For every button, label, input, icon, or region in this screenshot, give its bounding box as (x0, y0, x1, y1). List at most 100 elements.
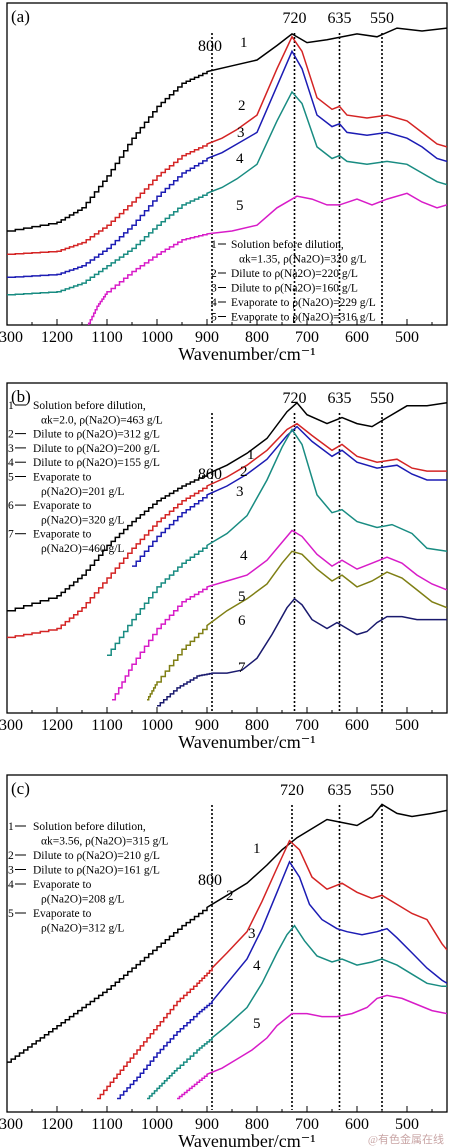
x-tick-label: 800 (245, 717, 269, 734)
x-tick-label: 1000 (141, 1116, 173, 1133)
plot-frame (6, 774, 448, 1113)
legend-entry: Solution before dilution, (231, 239, 344, 251)
x-tick-label: 900 (195, 1116, 219, 1133)
legend-entry: Dilute to ρ(Na2O)=210 g/L (33, 850, 160, 862)
legend-entry: Evaporate to (33, 908, 92, 920)
peak-label-635: 635 (328, 390, 352, 407)
curve-label-3: 3 (236, 484, 244, 500)
legend-number: 7 (8, 529, 14, 541)
x-tick-label: 1100 (91, 329, 122, 346)
legend: 1 Solution before dilution, αk=1.35, ρ(Na2… (211, 239, 376, 324)
series-line-3 (117, 860, 447, 1100)
chart-panel-2: (b) 1300 1200 1100 1000 900 800 700 600 500 Wavenu… (0, 382, 448, 752)
series-line-3 (132, 425, 447, 567)
legend-number: 1 (8, 400, 14, 412)
panel-label: (b) (11, 387, 31, 406)
peak-label-550: 550 (370, 782, 394, 799)
legend-entry: ρ(Na2O)=320 g/L (41, 514, 124, 526)
curve-label-5: 5 (238, 589, 246, 605)
series-line-5 (87, 192, 447, 325)
x-tick-label: 1300 (0, 717, 23, 734)
x-tick-label: 700 (295, 717, 319, 734)
x-axis-label: Wavenumber/cm⁻¹ (178, 344, 315, 364)
legend-entry: Evaporate to ρ(Na2O)=316 g/L (231, 312, 376, 324)
panel-label: (a) (11, 7, 30, 26)
legend-entry: ρ(Na2O)=201 g/L (41, 486, 124, 498)
legend-number: 6 (8, 500, 14, 512)
x-tick-label: 700 (295, 329, 319, 346)
series-line-4 (7, 90, 447, 296)
legend-number: 5 (211, 312, 217, 324)
curve-label-2: 2 (238, 98, 246, 114)
legend-entry: Solution before dilution, (33, 400, 146, 412)
peak-label-550: 550 (370, 10, 394, 27)
series-line-2 (7, 35, 447, 255)
legend-number: 4 (8, 457, 14, 469)
curve-label-2: 2 (240, 464, 248, 480)
legend-entry: Dilute to ρ(Na2O)=312 g/L (33, 429, 160, 441)
series-line-5 (177, 994, 447, 1100)
legend-number: 3 (211, 283, 217, 295)
legend-entry: αk=1.35, ρ(Na2O)=320 g/L (239, 254, 367, 266)
peak-label-720: 720 (283, 390, 307, 407)
series-group (7, 27, 447, 325)
x-tick-label: 1200 (41, 1116, 73, 1133)
legend-entry: Evaporate to ρ(Na2O)=229 g/L (231, 297, 376, 309)
curve-label-4: 4 (236, 151, 244, 167)
peak-label-800: 800 (198, 872, 222, 889)
curve-label-7: 7 (238, 660, 246, 676)
legend-entry: αk=2.0, ρ(Na2O)=463 g/L (41, 414, 163, 426)
legend-entry: Evaporate to (33, 500, 92, 512)
curve-label-1: 1 (247, 447, 255, 463)
x-tick-label: 700 (295, 1116, 319, 1133)
legend-number: 3 (8, 865, 14, 877)
x-tick-label: 500 (395, 329, 419, 346)
series-line-1 (7, 27, 447, 232)
legend-number: 2 (211, 268, 217, 280)
legend-entry: Evaporate to (33, 879, 92, 891)
watermark-text: @有色金属在线 (368, 1132, 444, 1146)
legend-entry: Evaporate to (33, 529, 92, 541)
legend-number: 2 (8, 429, 14, 441)
legend-number: 1 (211, 239, 217, 251)
x-axis-label: Wavenumber/cm⁻¹ (178, 1131, 315, 1148)
chart-panel-1: (a) 1300 1200 1100 1000 900 800 700 600 500 Wavenu… (0, 2, 448, 364)
series-line-1 (7, 401, 447, 612)
x-tick-label: 500 (395, 717, 419, 734)
series-line-4 (147, 924, 447, 1100)
series-line-3 (7, 49, 447, 279)
series-line-6 (147, 550, 447, 701)
x-tick-label: 1000 (141, 717, 173, 734)
curve-label-6: 6 (238, 613, 246, 629)
curve-label-4: 4 (253, 958, 261, 974)
plot-frame (6, 2, 448, 326)
peak-label-635: 635 (328, 10, 352, 27)
legend-number: 5 (8, 472, 14, 484)
x-tick-label: 1100 (91, 1116, 122, 1133)
legend-number: 4 (211, 297, 217, 309)
x-tick-label: 1300 (0, 329, 23, 346)
curve-label-3: 3 (248, 926, 256, 942)
x-tick-label: 500 (395, 1116, 419, 1133)
legend-number: 3 (8, 443, 14, 455)
legend-entry: ρ(Na2O)=460 g/L (41, 543, 124, 555)
curve-label-5: 5 (253, 1016, 261, 1032)
curve-label-1: 1 (253, 841, 261, 857)
legend: 1 Solution before dilution, αk=3.56, ρ(Na2… (8, 821, 169, 935)
x-tick-label: 800 (245, 1116, 269, 1133)
legend-entry: αk=3.56, ρ(Na2O)=315 g/L (41, 836, 169, 848)
legend-entry: Dilute to ρ(Na2O)=220 g/L (231, 268, 358, 280)
legend-entry: Solution before dilution, (33, 821, 146, 833)
x-tick-label: 900 (195, 329, 219, 346)
peak-label-800: 800 (198, 38, 222, 55)
x-axis-label: Wavenumber/cm⁻¹ (178, 732, 315, 752)
peak-label-550: 550 (370, 390, 394, 407)
legend-entry: Dilute to ρ(Na2O)=200 g/L (33, 443, 160, 455)
legend: 1 Solution before dilution, αk=2.0, ρ(Na2O… (8, 400, 163, 555)
curve-label-1: 1 (240, 35, 248, 51)
legend-entry: Dilute to ρ(Na2O)=161 g/L (33, 865, 160, 877)
x-tick-label: 600 (345, 717, 369, 734)
curve-label-2: 2 (226, 888, 234, 904)
legend-entry: ρ(Na2O)=208 g/L (41, 894, 124, 906)
